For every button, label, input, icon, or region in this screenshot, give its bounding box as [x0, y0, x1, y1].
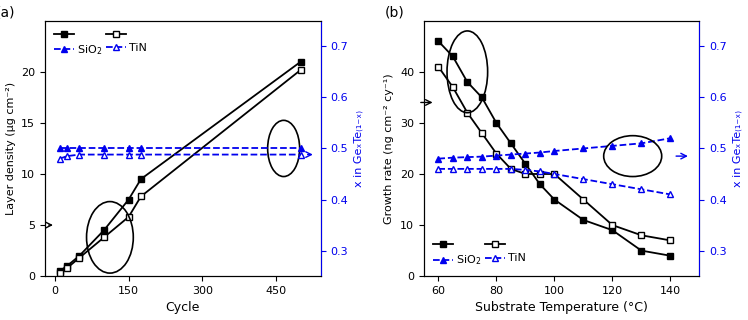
- Y-axis label: x in GeₓTe₍₁₋ₓ₎: x in GeₓTe₍₁₋ₓ₎: [732, 110, 743, 187]
- Legend: , SiO$_2$, , TiN: , SiO$_2$, , TiN: [51, 26, 150, 60]
- Legend: , SiO$_2$, , TiN: , SiO$_2$, , TiN: [429, 237, 529, 271]
- Text: (a): (a): [0, 5, 15, 20]
- Y-axis label: Growth rate (ng cm⁻² cy⁻¹): Growth rate (ng cm⁻² cy⁻¹): [384, 73, 394, 224]
- Text: (b): (b): [385, 5, 405, 20]
- Y-axis label: x in GeₓTe₍₁₋ₓ₎: x in GeₓTe₍₁₋ₓ₎: [354, 110, 364, 187]
- X-axis label: Cycle: Cycle: [165, 301, 200, 315]
- X-axis label: Substrate Temperature (°C): Substrate Temperature (°C): [475, 301, 648, 315]
- Y-axis label: Layer density (μg cm⁻²): Layer density (μg cm⁻²): [5, 82, 16, 215]
